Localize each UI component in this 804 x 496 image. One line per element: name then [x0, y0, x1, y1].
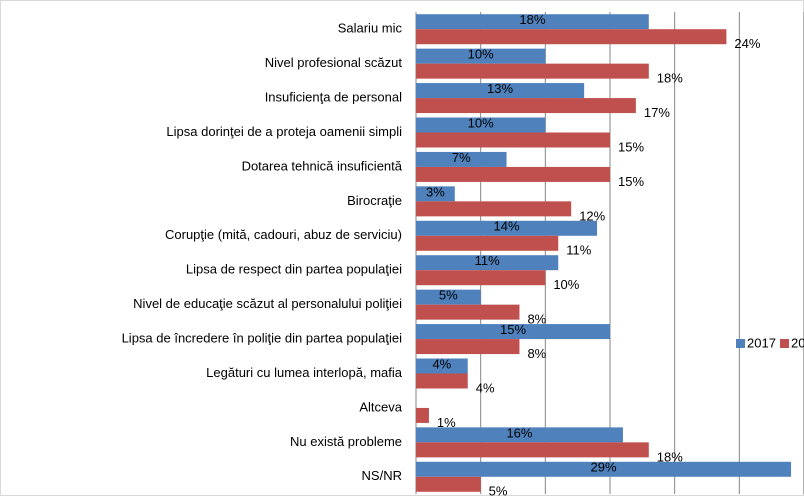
data-label: 10% — [468, 115, 494, 130]
y-tick-label: Nivel profesional scăzut — [265, 55, 403, 70]
data-label: 10% — [553, 277, 579, 292]
y-tick-label: Nu există probleme — [290, 434, 402, 449]
bar — [416, 48, 546, 64]
bar — [416, 132, 610, 148]
y-tick-label: Lipsa de respect din partea populaţiei — [186, 262, 402, 277]
data-label: 4% — [432, 356, 451, 371]
y-tick-label: Insuficienţa de personal — [265, 90, 402, 105]
bar — [416, 358, 468, 374]
data-label: 11% — [566, 243, 591, 258]
bar — [416, 98, 636, 114]
data-label: 11% — [475, 253, 500, 268]
bar — [416, 83, 585, 99]
data-label: 18% — [657, 449, 683, 464]
bar — [416, 339, 520, 355]
data-label: 1% — [437, 415, 456, 430]
legend-label: 2018 — [791, 335, 804, 350]
bar — [416, 304, 520, 320]
data-label: 16% — [506, 425, 532, 440]
bar — [416, 151, 507, 167]
data-label: 17% — [644, 105, 670, 120]
data-label: 10% — [468, 47, 494, 62]
data-label: 5% — [439, 288, 458, 303]
bar — [416, 186, 455, 202]
bar — [416, 201, 572, 217]
y-tick-label: Birocraţie — [347, 193, 402, 208]
y-tick-label: Altceva — [359, 399, 402, 414]
bar — [416, 407, 429, 423]
bar — [416, 324, 610, 340]
data-label: 18% — [657, 71, 683, 86]
data-label: 29% — [591, 460, 617, 475]
y-tick-label: Dotarea tehnică insuficientă — [242, 158, 403, 173]
bar — [416, 270, 546, 286]
bar — [416, 461, 792, 477]
data-label: 7% — [452, 150, 471, 165]
y-tick-label: Legături cu lumea interlopă, mafia — [206, 365, 403, 380]
data-label: 14% — [494, 219, 520, 234]
bar — [416, 14, 649, 30]
y-tick-label: Nivel de educaţie scăzut al personalului… — [133, 296, 402, 311]
legend-swatch — [780, 339, 789, 348]
legend-swatch — [736, 339, 745, 348]
bar — [416, 427, 623, 443]
bar — [416, 29, 727, 45]
data-label: 8% — [527, 346, 546, 361]
bar — [416, 255, 559, 271]
data-label: 12% — [579, 208, 605, 223]
data-label: 15% — [618, 139, 644, 154]
y-tick-label: Corupţie (mită, cadouri, abuz de servici… — [165, 227, 402, 242]
bar — [416, 220, 598, 236]
data-label: 5% — [489, 484, 508, 496]
y-tick-label: Lipsa de încredere în poliţie din partea… — [122, 331, 403, 346]
data-label: 15% — [618, 174, 644, 189]
legend-label: 2017 — [747, 335, 776, 350]
bar — [416, 373, 468, 389]
data-label: 8% — [527, 312, 546, 327]
data-label: 4% — [476, 380, 495, 395]
bar — [416, 476, 481, 492]
data-label: 24% — [734, 36, 760, 51]
data-label: 15% — [500, 322, 526, 337]
data-label: 18% — [519, 12, 545, 27]
bar — [416, 117, 546, 133]
data-label: 3% — [426, 184, 445, 199]
y-tick-label: Salariu mic — [338, 21, 403, 36]
data-label: 13% — [487, 81, 513, 96]
bar — [416, 63, 649, 79]
bar — [416, 442, 649, 458]
y-tick-label: Lipsa dorinţei de a proteja oamenii simp… — [166, 124, 402, 139]
bar — [416, 289, 481, 305]
y-tick-label: NS/NR — [362, 468, 402, 483]
bar — [416, 166, 610, 182]
bar — [416, 235, 559, 251]
